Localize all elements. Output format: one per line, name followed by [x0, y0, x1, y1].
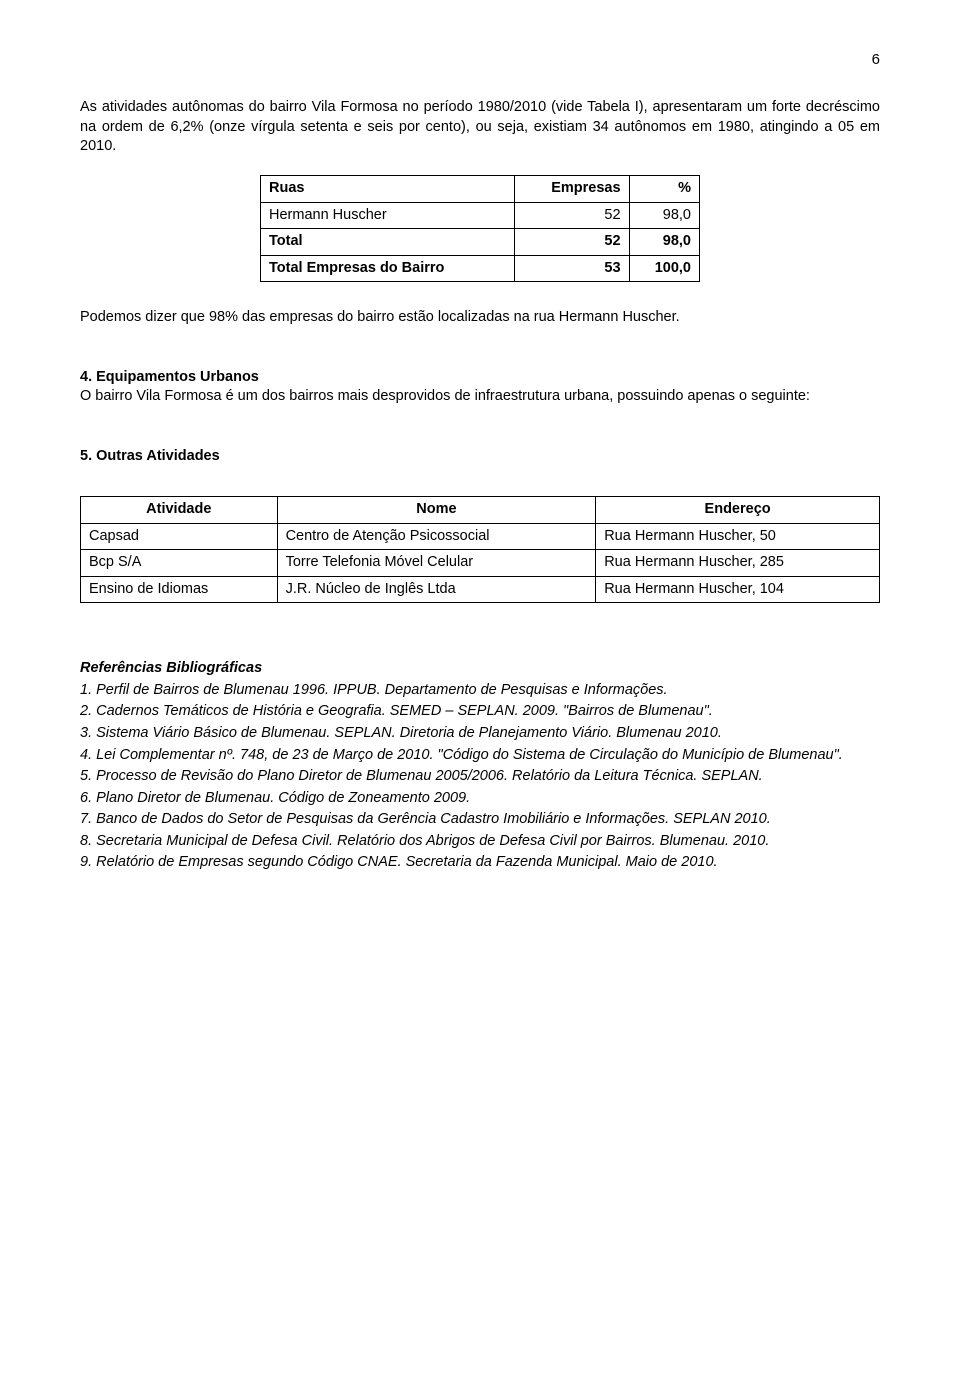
cell: 53: [515, 255, 629, 282]
col-ruas: Ruas: [261, 175, 515, 202]
intro-paragraph-2: Podemos dizer que 98% das empresas do ba…: [80, 308, 880, 328]
references-title: Referências Bibliográficas: [80, 659, 880, 679]
reference-item: 4. Lei Complementar nº. 748, de 23 de Ma…: [80, 746, 880, 766]
cell: 100,0: [629, 255, 699, 282]
section-5-heading: 5. Outras Atividades: [80, 447, 880, 467]
cell: Rua Hermann Huscher, 285: [596, 550, 880, 577]
cell: Centro de Atenção Psicossocial: [277, 523, 596, 550]
reference-item: 6. Plano Diretor de Blumenau. Código de …: [80, 789, 880, 809]
col-percent: %: [629, 175, 699, 202]
intro-paragraph-1: As atividades autônomas do bairro Vila F…: [80, 98, 880, 157]
cell: 52: [515, 202, 629, 229]
reference-item: 3. Sistema Viário Básico de Blumenau. SE…: [80, 724, 880, 744]
cell: Rua Hermann Huscher, 104: [596, 576, 880, 603]
cell: J.R. Núcleo de Inglês Ltda: [277, 576, 596, 603]
cell: Capsad: [81, 523, 278, 550]
table-header-row: Atividade Nome Endereço: [81, 497, 880, 524]
cell: 98,0: [629, 202, 699, 229]
col-endereco: Endereço: [596, 497, 880, 524]
col-atividade: Atividade: [81, 497, 278, 524]
cell: Bcp S/A: [81, 550, 278, 577]
cell: Hermann Huscher: [261, 202, 515, 229]
section-4-body: O bairro Vila Formosa é um dos bairros m…: [80, 387, 880, 407]
table-row: Total 52 98,0: [261, 229, 700, 256]
reference-item: 5. Processo de Revisão do Plano Diretor …: [80, 767, 880, 787]
atividades-table: Atividade Nome Endereço Capsad Centro de…: [80, 496, 880, 603]
reference-item: 8. Secretaria Municipal de Defesa Civil.…: [80, 832, 880, 852]
cell: Torre Telefonia Móvel Celular: [277, 550, 596, 577]
reference-item: 9. Relatório de Empresas segundo Código …: [80, 853, 880, 873]
table-row: Total Empresas do Bairro 53 100,0: [261, 255, 700, 282]
section-4-title: 4. Equipamentos Urbanos: [80, 369, 259, 385]
reference-item: 2. Cadernos Temáticos de História e Geog…: [80, 702, 880, 722]
cell: Rua Hermann Huscher, 50: [596, 523, 880, 550]
table-row: Hermann Huscher 52 98,0: [261, 202, 700, 229]
col-empresas: Empresas: [515, 175, 629, 202]
page-number: 6: [80, 50, 880, 70]
section-4-heading: 4. Equipamentos Urbanos: [80, 368, 880, 388]
table-header-row: Ruas Empresas %: [261, 175, 700, 202]
cell: Total: [261, 229, 515, 256]
references-block: Referências Bibliográficas 1. Perfil de …: [80, 659, 880, 873]
cell: 98,0: [629, 229, 699, 256]
empresas-table: Ruas Empresas % Hermann Huscher 52 98,0 …: [260, 175, 700, 282]
reference-item: 7. Banco de Dados do Setor de Pesquisas …: [80, 810, 880, 830]
table-row: Capsad Centro de Atenção Psicossocial Ru…: [81, 523, 880, 550]
table-row: Bcp S/A Torre Telefonia Móvel Celular Ru…: [81, 550, 880, 577]
cell: 52: [515, 229, 629, 256]
col-nome: Nome: [277, 497, 596, 524]
cell: Total Empresas do Bairro: [261, 255, 515, 282]
reference-item: 1. Perfil de Bairros de Blumenau 1996. I…: [80, 681, 880, 701]
cell: Ensino de Idiomas: [81, 576, 278, 603]
table-row: Ensino de Idiomas J.R. Núcleo de Inglês …: [81, 576, 880, 603]
